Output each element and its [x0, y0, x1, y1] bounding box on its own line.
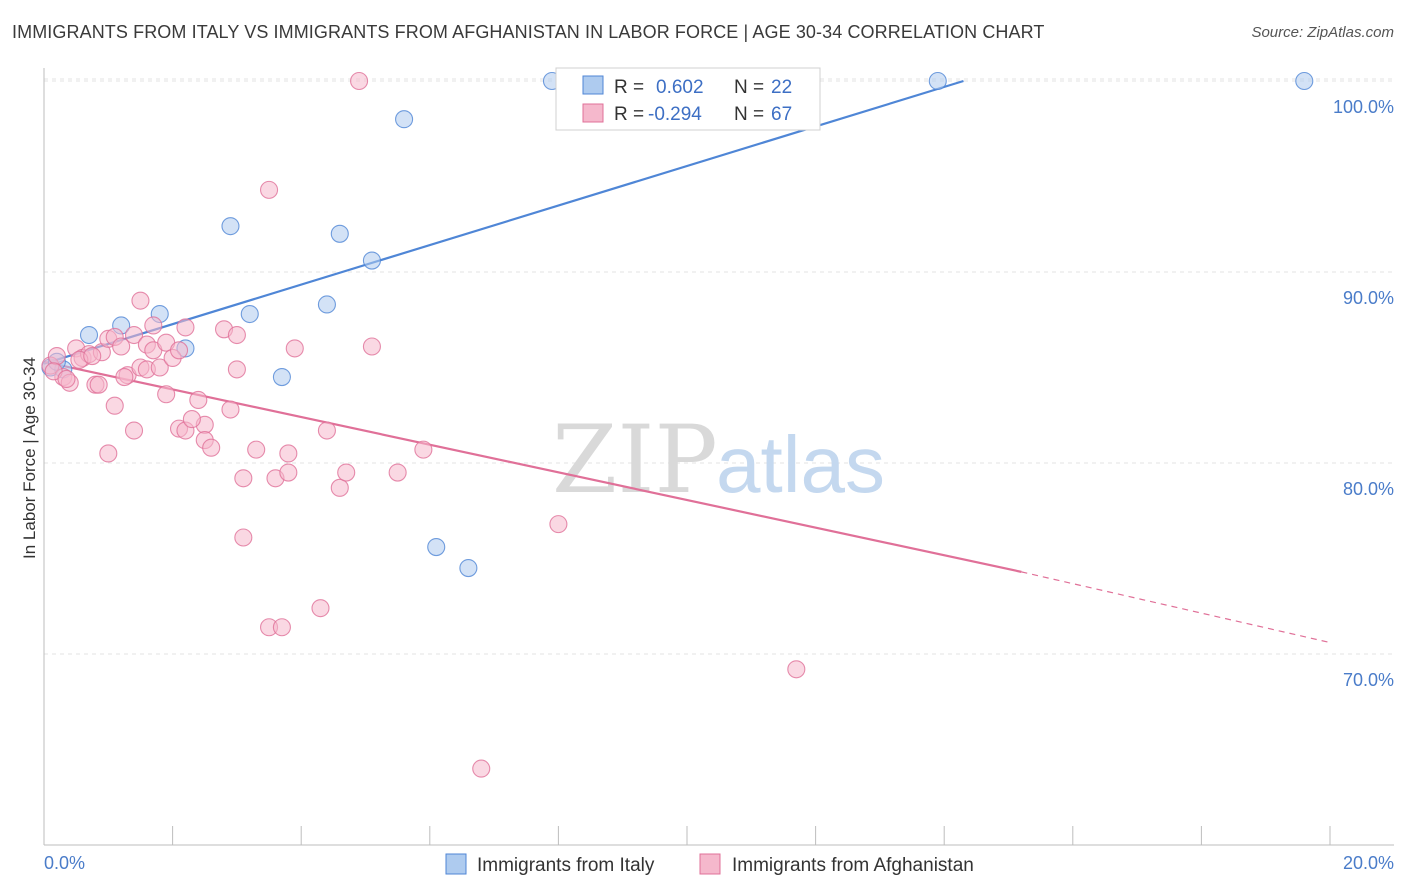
point-1-52 — [350, 71, 369, 91]
point-0-9 — [317, 295, 336, 314]
y-tick-labels: 70.0% 80.0% 90.0% 100.0% — [1333, 97, 1394, 690]
bottom-legend-swatch-afghanistan — [699, 853, 721, 875]
point-1-57 — [549, 515, 568, 534]
point-0-6 — [221, 217, 240, 236]
y-tick-label-70: 70.0% — [1343, 670, 1394, 690]
legend-r-value-2: -0.294 — [648, 104, 702, 125]
legend-n-label-2: N = — [734, 104, 764, 125]
legend-n-value-2: 67 — [771, 104, 792, 125]
point-1-66 — [182, 410, 201, 429]
legend-r-label-2: R = — [614, 104, 644, 125]
point-1-55 — [414, 440, 433, 459]
point-1-65 — [157, 385, 176, 404]
bottom-legend-italy: Immigrants from Italy — [477, 855, 655, 876]
point-1-35 — [221, 400, 240, 419]
legend-n-label-1: N = — [734, 77, 764, 98]
point-1-33 — [202, 438, 221, 457]
axes — [43, 68, 1394, 846]
gridlines — [44, 78, 1394, 655]
watermark-zip: ZIP — [552, 406, 718, 515]
y-tick-label-90: 90.0% — [1343, 288, 1394, 308]
trend-line-dashed-1 — [1021, 571, 1331, 644]
point-1-62 — [83, 346, 102, 366]
x-tick-label-max: 20.0% — [1343, 853, 1394, 873]
legend-swatch-italy — [582, 75, 604, 95]
point-0-10 — [330, 224, 349, 243]
point-1-46 — [279, 463, 298, 482]
point-1-23 — [150, 358, 169, 377]
point-0-11 — [362, 251, 381, 270]
point-1-58 — [787, 660, 806, 679]
point-1-30 — [189, 390, 208, 410]
point-1-64 — [115, 367, 134, 387]
point-1-42 — [259, 180, 279, 199]
point-0-8 — [272, 367, 291, 387]
point-1-12 — [105, 396, 124, 415]
legend-swatch-afghanistan — [582, 103, 604, 123]
y-axis-label: In Labor Force | Age 30-34 — [20, 357, 39, 559]
correlation-legend: R = 0.602 N = 22 R = -0.294 N = 67 — [555, 67, 821, 131]
point-1-1 — [47, 346, 66, 366]
watermark-atlas: atlas — [716, 420, 885, 509]
point-1-21 — [144, 316, 163, 335]
point-1-56 — [472, 759, 491, 778]
bottom-legend-afghanistan: Immigrants from Afghanistan — [732, 855, 974, 876]
point-1-10 — [99, 444, 118, 463]
point-1-26 — [169, 341, 189, 360]
point-0-12 — [395, 110, 414, 129]
y-tick-label-80: 80.0% — [1343, 479, 1394, 499]
legend-n-value-1: 22 — [771, 77, 792, 98]
legend-r-value-1: 0.602 — [656, 77, 704, 98]
point-0-7 — [240, 304, 259, 324]
bottom-legend-swatch-italy — [445, 853, 467, 875]
point-0-2 — [79, 325, 99, 345]
legend-r-label-1: R = — [614, 77, 644, 98]
chart-title: IMMIGRANTS FROM ITALY VS IMMIGRANTS FROM… — [12, 22, 1045, 42]
point-1-48 — [311, 599, 330, 618]
point-1-50 — [330, 478, 349, 497]
data-points — [41, 71, 1314, 778]
point-1-47 — [285, 339, 304, 358]
point-1-49 — [317, 421, 336, 440]
trend-line-1 — [43, 360, 1022, 573]
point-0-19 — [928, 71, 947, 91]
point-1-16 — [124, 421, 144, 440]
point-1-44 — [272, 618, 291, 637]
point-1-28 — [176, 318, 195, 337]
point-1-60 — [57, 369, 76, 389]
point-1-40 — [247, 440, 266, 459]
source-label: Source: ZipAtlas.com — [1251, 24, 1394, 41]
point-1-63 — [89, 375, 108, 394]
point-1-38 — [234, 469, 253, 488]
watermark: ZIP atlas — [552, 406, 885, 515]
y-tick-label-100: 100.0% — [1333, 97, 1394, 117]
point-0-13 — [427, 537, 446, 557]
point-1-18 — [131, 291, 150, 310]
point-1-53 — [362, 337, 381, 356]
point-1-54 — [388, 463, 407, 482]
point-0-20 — [1295, 71, 1314, 91]
series-legend: Immigrants from Italy Immigrants from Af… — [445, 853, 974, 876]
point-0-14 — [459, 558, 478, 578]
point-1-45 — [279, 444, 298, 463]
point-1-51 — [337, 463, 356, 482]
x-tick-label-min: 0.0% — [44, 853, 85, 873]
point-1-37 — [227, 360, 246, 379]
point-1-39 — [234, 528, 253, 547]
point-1-13 — [112, 337, 131, 356]
point-1-15 — [124, 325, 144, 345]
point-1-36 — [227, 325, 246, 345]
